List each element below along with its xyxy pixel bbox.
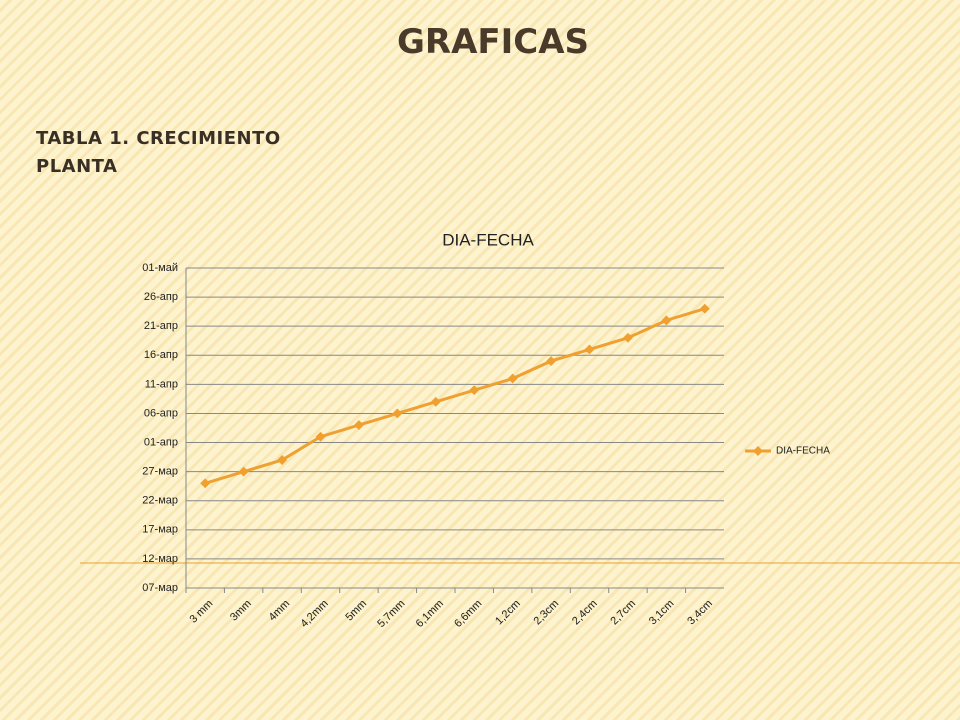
chart-title: DIA-FECHA bbox=[442, 230, 534, 249]
y-tick-label: 21-апр bbox=[144, 320, 178, 332]
marker bbox=[238, 466, 249, 477]
y-tick-label: 22-мар bbox=[142, 495, 178, 507]
x-tick-label: 1,2cm bbox=[493, 598, 523, 628]
slide-title: GRAFICAS bbox=[396, 22, 590, 62]
x-tick-label: 2,4cm bbox=[570, 598, 600, 628]
y-tick-label: 12-мар bbox=[142, 553, 178, 565]
y-tick-label: 26-апр bbox=[144, 291, 178, 303]
x-tick-label: 4,2mm bbox=[298, 598, 330, 630]
x-tick-label: 3,4cm bbox=[685, 598, 715, 628]
marker bbox=[353, 420, 364, 431]
x-tick-label: 3 mm bbox=[187, 598, 215, 626]
y-tick-label: 01-май bbox=[142, 262, 178, 274]
marker bbox=[546, 356, 557, 367]
y-tick-label: 17-мар bbox=[142, 524, 178, 536]
y-tick-label: 11-апр bbox=[145, 378, 178, 390]
x-tick-label: 3,1cm bbox=[647, 598, 677, 628]
legend-marker bbox=[753, 446, 763, 456]
marker bbox=[430, 396, 441, 407]
x-tick-label: 6,6mm bbox=[452, 598, 484, 630]
marker bbox=[584, 344, 595, 355]
x-tick-label: 5,7mm bbox=[375, 598, 407, 630]
slide-subtitle: TABLA 1. CRECIMIENTO PLANTA bbox=[36, 128, 281, 177]
x-tick-label: 2,3cm bbox=[532, 598, 562, 628]
marker bbox=[315, 431, 326, 442]
marker bbox=[661, 315, 672, 326]
legend-label: DIA-FECHA bbox=[776, 446, 830, 457]
y-tick-label: 16-апр bbox=[144, 349, 178, 361]
x-tick-label: 3mm bbox=[228, 598, 254, 624]
y-tick-label: 07-мар bbox=[142, 582, 178, 594]
y-tick-label: 06-апр bbox=[144, 407, 178, 419]
marker bbox=[469, 385, 480, 396]
y-tick-label: 27-мар bbox=[142, 466, 178, 478]
marker bbox=[392, 408, 403, 419]
x-tick-label: 6,1mm bbox=[414, 598, 446, 630]
marker bbox=[622, 332, 633, 343]
marker bbox=[699, 303, 710, 314]
x-tick-label: 5mm bbox=[343, 598, 369, 624]
marker bbox=[200, 478, 211, 489]
x-tick-label: 4mm bbox=[266, 598, 292, 624]
marker bbox=[507, 373, 518, 384]
x-tick-label: 2,7cm bbox=[608, 598, 638, 628]
marker bbox=[277, 455, 288, 465]
y-tick-label: 01-апр bbox=[144, 436, 178, 448]
line bbox=[204, 307, 706, 485]
